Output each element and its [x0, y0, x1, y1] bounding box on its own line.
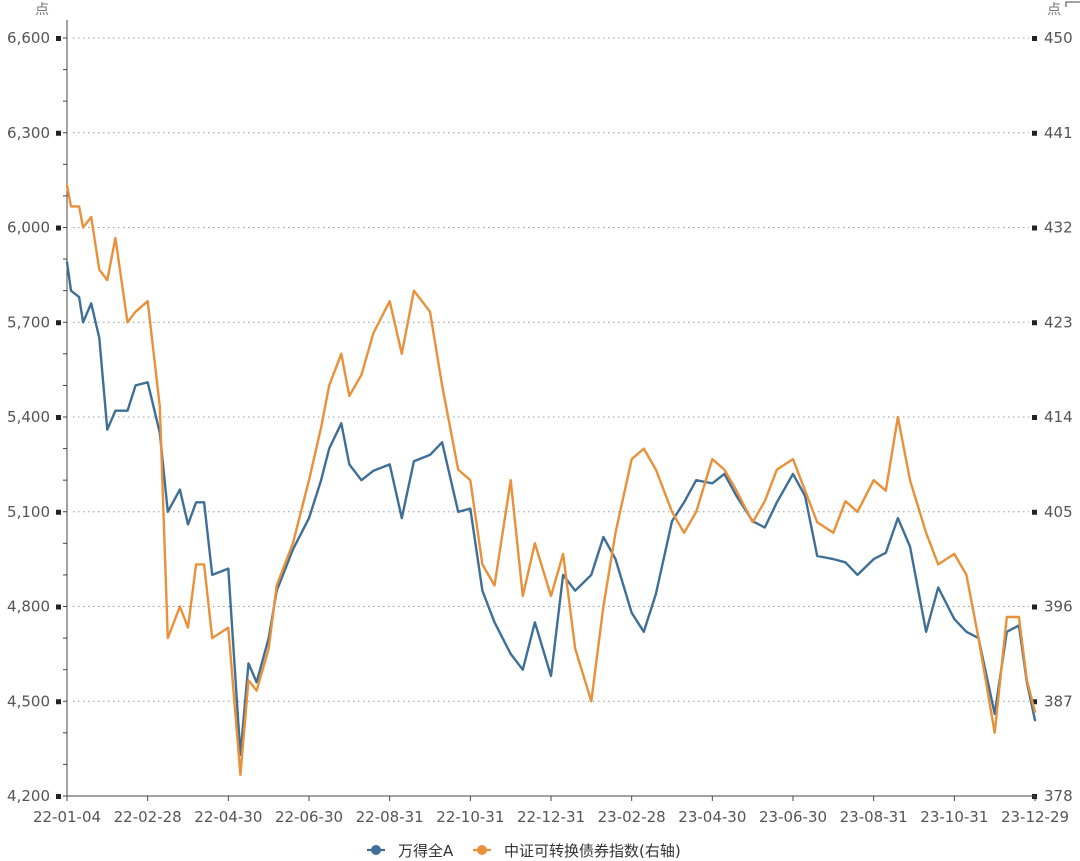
x-tick-label: 23-02-28 [598, 808, 666, 826]
x-tick-label: 23-08-31 [840, 808, 908, 826]
x-tick-label: 22-12-31 [517, 808, 585, 826]
left-tick-label: 4,200 [7, 787, 50, 805]
x-tick-label: 23-12-29 [1001, 808, 1069, 826]
left-tick-label: 5,400 [7, 408, 50, 426]
right-tick-label: 387 [1044, 692, 1073, 710]
legend-label-0: 万得全A [398, 842, 454, 860]
right-tick-mark [1032, 699, 1037, 705]
right-tick-mark [1032, 415, 1037, 420]
left-tick-label: 6,000 [7, 219, 50, 237]
legend-label-1: 中证可转换债券指数(右轴) [504, 842, 681, 860]
series-line-0 [65, 261, 1037, 757]
x-tick-label: 22-10-31 [436, 808, 504, 826]
right-tick-label: 423 [1044, 313, 1073, 331]
left-tick-label: 4,500 [7, 692, 50, 710]
right-axis-unit: 点 [1047, 2, 1061, 18]
left-tick-label: 5,700 [7, 313, 50, 331]
legend-marker-1 [477, 845, 487, 855]
left-tick-mark [56, 320, 61, 326]
left-tick-label: 4,800 [7, 598, 50, 616]
x-tick-label: 22-06-30 [275, 808, 343, 826]
left-tick-mark [56, 699, 61, 705]
left-tick-label: 6,600 [7, 29, 50, 47]
left-axis: 点 6,600 6,300 6,000 5,700 5,400 5,100 4,800 4,5… [7, 2, 68, 805]
x-tick-label: 23-06-30 [759, 808, 827, 826]
right-tick-mark [1032, 320, 1037, 326]
x-tick-label: 22-01-04 [33, 808, 101, 826]
legend: 万得全A 中证可转换债券指数(右轴) [367, 842, 681, 860]
legend-marker-0 [371, 845, 381, 855]
left-tick-mark [56, 509, 61, 515]
right-tick-label: 414 [1044, 408, 1073, 426]
x-tick-label: 23-10-31 [920, 808, 988, 826]
right-tick-label: 405 [1044, 503, 1073, 521]
right-tick-mark [1032, 604, 1037, 610]
left-tick-label: 5,100 [7, 503, 50, 521]
left-tick-mark [56, 604, 61, 610]
x-axis: 22-01-04 22-02-28 22-04-30 22-06-30 22-08-31… [33, 795, 1069, 826]
left-axis-unit: 点 [35, 2, 49, 18]
x-tick-label: 22-04-30 [194, 808, 262, 826]
right-axis: 点 450 441 432 423 414 405 396 387 378 [1032, 1, 1080, 805]
left-tick-mark [56, 225, 61, 231]
x-tick-label: 23-04-30 [678, 808, 746, 826]
right-tick-label: 396 [1044, 598, 1073, 616]
left-tick-mark [56, 130, 61, 136]
series-layer [65, 184, 1037, 777]
corner-mark [1065, 1, 1080, 7]
right-tick-mark [1032, 36, 1037, 41]
right-tick-mark [1032, 130, 1037, 136]
right-tick-label: 441 [1044, 124, 1073, 142]
right-tick-label: 450 [1044, 29, 1073, 47]
right-tick-mark [1032, 509, 1037, 515]
right-tick-mark [1032, 225, 1037, 231]
right-tick-label: 432 [1044, 219, 1073, 237]
left-tick-mark [56, 794, 61, 799]
right-tick-label: 378 [1044, 787, 1073, 805]
left-tick-mark [56, 36, 61, 41]
x-tick-label: 22-08-31 [356, 808, 424, 826]
x-tick-label: 22-02-28 [114, 808, 182, 826]
series-line-1 [65, 184, 1037, 777]
left-tick-label: 6,300 [7, 124, 50, 142]
grid-lines [73, 37, 1029, 702]
left-tick-mark [56, 415, 61, 420]
